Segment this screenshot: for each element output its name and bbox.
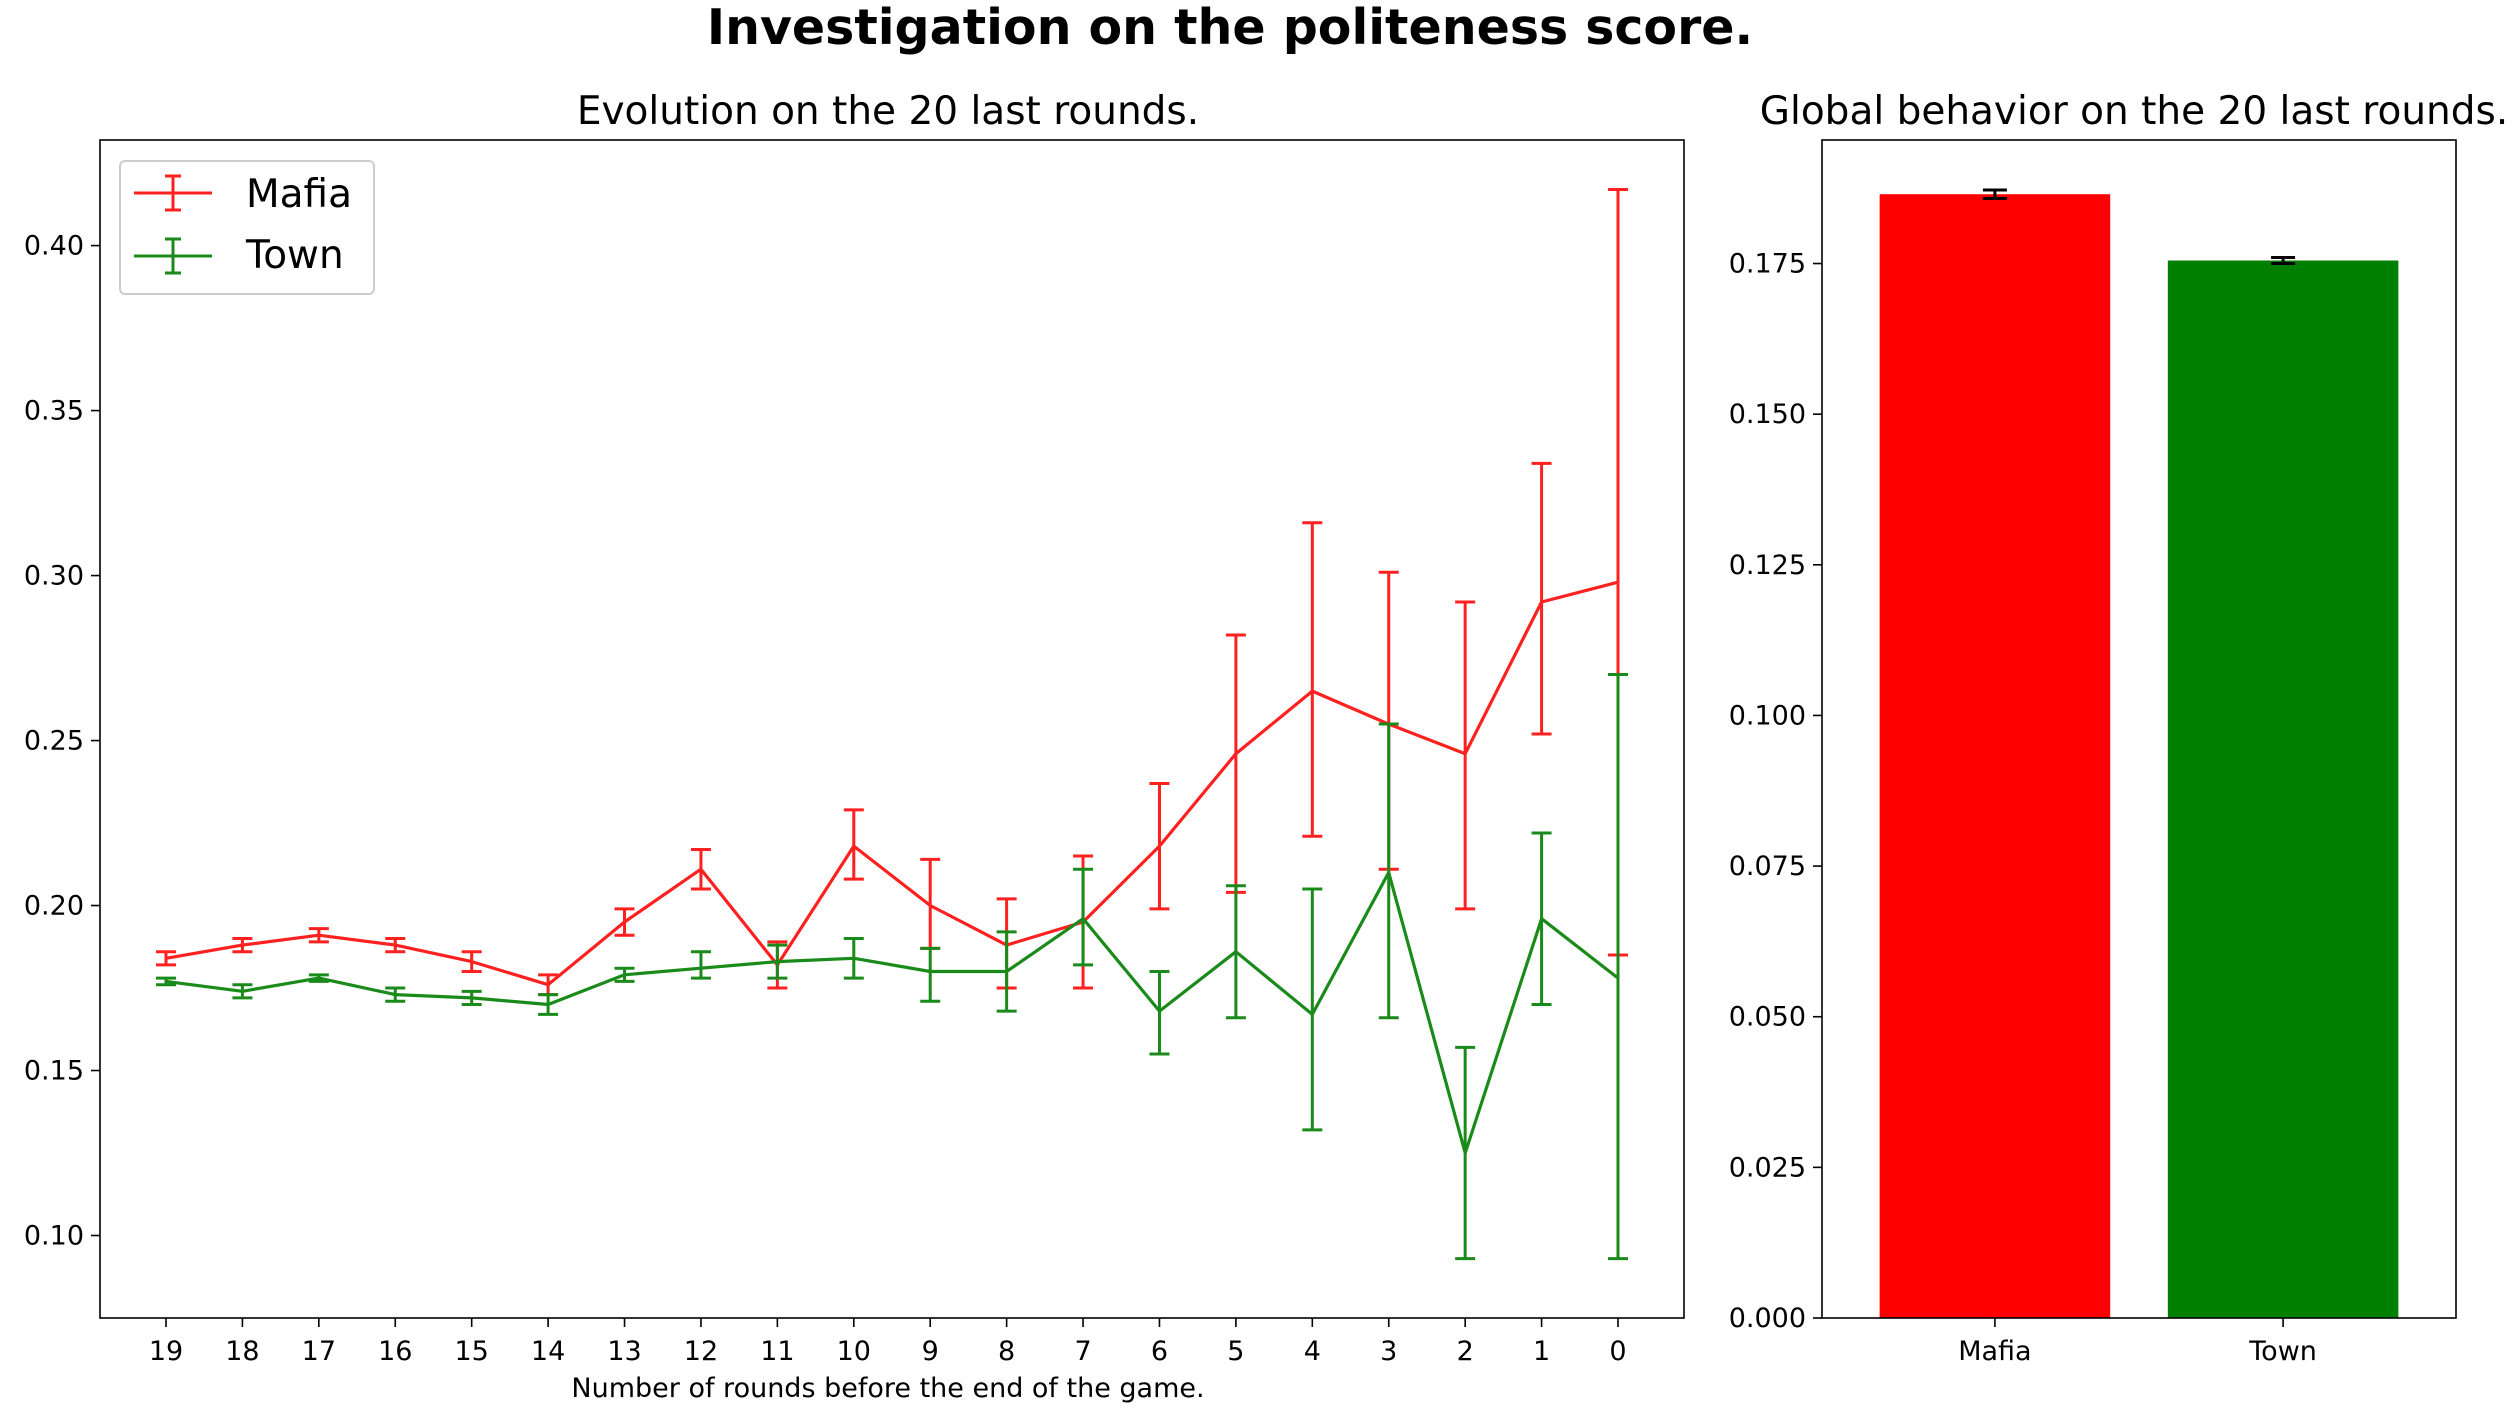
bar-y-tick-label: 0.150 xyxy=(1729,399,1806,430)
line-x-tick-label: 3 xyxy=(1380,1336,1397,1367)
bar-chart-ticks: 0.000 0.025 0.050 0.075 0.100 0.125 0.150 0.175… xyxy=(1729,249,2317,1367)
line-x-tick-label: 10 xyxy=(837,1336,871,1367)
line-y-tick-label: 0.10 xyxy=(24,1221,84,1252)
line-y-tick-label: 0.15 xyxy=(24,1056,84,1087)
bar-mafia xyxy=(1879,194,2111,1318)
mafia-line xyxy=(165,580,1619,987)
line-x-tick-label: 11 xyxy=(760,1336,794,1367)
line-chart-plot-area xyxy=(100,140,1684,1318)
bar-chart-title: Global behavior on the 20 last rounds. xyxy=(1760,89,2508,134)
town-line xyxy=(165,870,1619,1155)
line-x-tick-label: 2 xyxy=(1457,1336,1474,1367)
line-x-tick-label: 18 xyxy=(225,1336,259,1367)
figure-title: Investigation on the politeness score. xyxy=(707,0,1753,56)
bar-chart: Global behavior on the 20 last rounds. 0… xyxy=(1729,89,2509,1367)
bar-y-tick-label: 0.050 xyxy=(1729,1002,1806,1033)
bar-y-tick-label: 0.125 xyxy=(1729,550,1806,581)
line-x-tick-label: 17 xyxy=(302,1336,336,1367)
line-y-tick-label: 0.30 xyxy=(24,561,84,592)
line-x-tick-label: 4 xyxy=(1304,1336,1321,1367)
line-chart: Evolution on the 20 last rounds. 0.10 0.1… xyxy=(24,89,1685,1404)
bar-y-tick-label: 0.100 xyxy=(1729,700,1806,731)
line-x-tick-label: 0 xyxy=(1609,1336,1626,1367)
line-x-tick-label: 5 xyxy=(1227,1336,1244,1367)
line-x-tick-label: 19 xyxy=(149,1336,183,1367)
line-x-tick-label: 16 xyxy=(378,1336,412,1367)
legend-town-label: Town xyxy=(245,233,344,278)
line-x-tick-label: 6 xyxy=(1151,1336,1168,1367)
line-x-tick-label: 8 xyxy=(998,1336,1015,1367)
line-y-tick-label: 0.40 xyxy=(24,231,84,262)
line-chart-series xyxy=(156,187,1628,1261)
line-chart-legend: Mafia Town xyxy=(119,160,375,295)
bar-town xyxy=(2167,260,2399,1319)
bar-x-tick-label: Mafia xyxy=(1958,1336,2031,1367)
line-chart-title: Evolution on the 20 last rounds. xyxy=(577,89,1199,134)
line-x-tick-label: 7 xyxy=(1074,1336,1091,1367)
line-x-tick-label: 15 xyxy=(455,1336,489,1367)
legend-entry-mafia: Mafia xyxy=(134,172,352,217)
bar-y-tick-label: 0.175 xyxy=(1729,249,1806,280)
line-y-tick-label: 0.20 xyxy=(24,891,84,922)
line-y-tick-label: 0.35 xyxy=(24,396,84,427)
line-chart-x-axis-label: Number of rounds before the end of the g… xyxy=(571,1373,1204,1404)
bar-x-tick-label: Town xyxy=(2248,1336,2317,1367)
legend-entry-town: Town xyxy=(134,233,344,278)
line-x-tick-label: 13 xyxy=(607,1336,641,1367)
line-chart-frame xyxy=(99,139,1685,1319)
bar-y-tick-label: 0.075 xyxy=(1729,851,1806,882)
line-x-tick-label: 9 xyxy=(922,1336,939,1367)
bar-chart-frame xyxy=(1821,139,2457,1319)
bar-y-tick-label: 0.000 xyxy=(1729,1303,1806,1334)
series-town xyxy=(156,673,1628,1261)
line-x-tick-label: 14 xyxy=(531,1336,565,1367)
legend-mafia-label: Mafia xyxy=(246,172,352,217)
line-x-tick-label: 12 xyxy=(684,1336,718,1367)
bar-y-tick-label: 0.025 xyxy=(1729,1152,1806,1183)
line-x-tick-label: 1 xyxy=(1533,1336,1550,1367)
bar-chart-bars xyxy=(1879,188,2399,1319)
line-y-tick-label: 0.25 xyxy=(24,726,84,757)
